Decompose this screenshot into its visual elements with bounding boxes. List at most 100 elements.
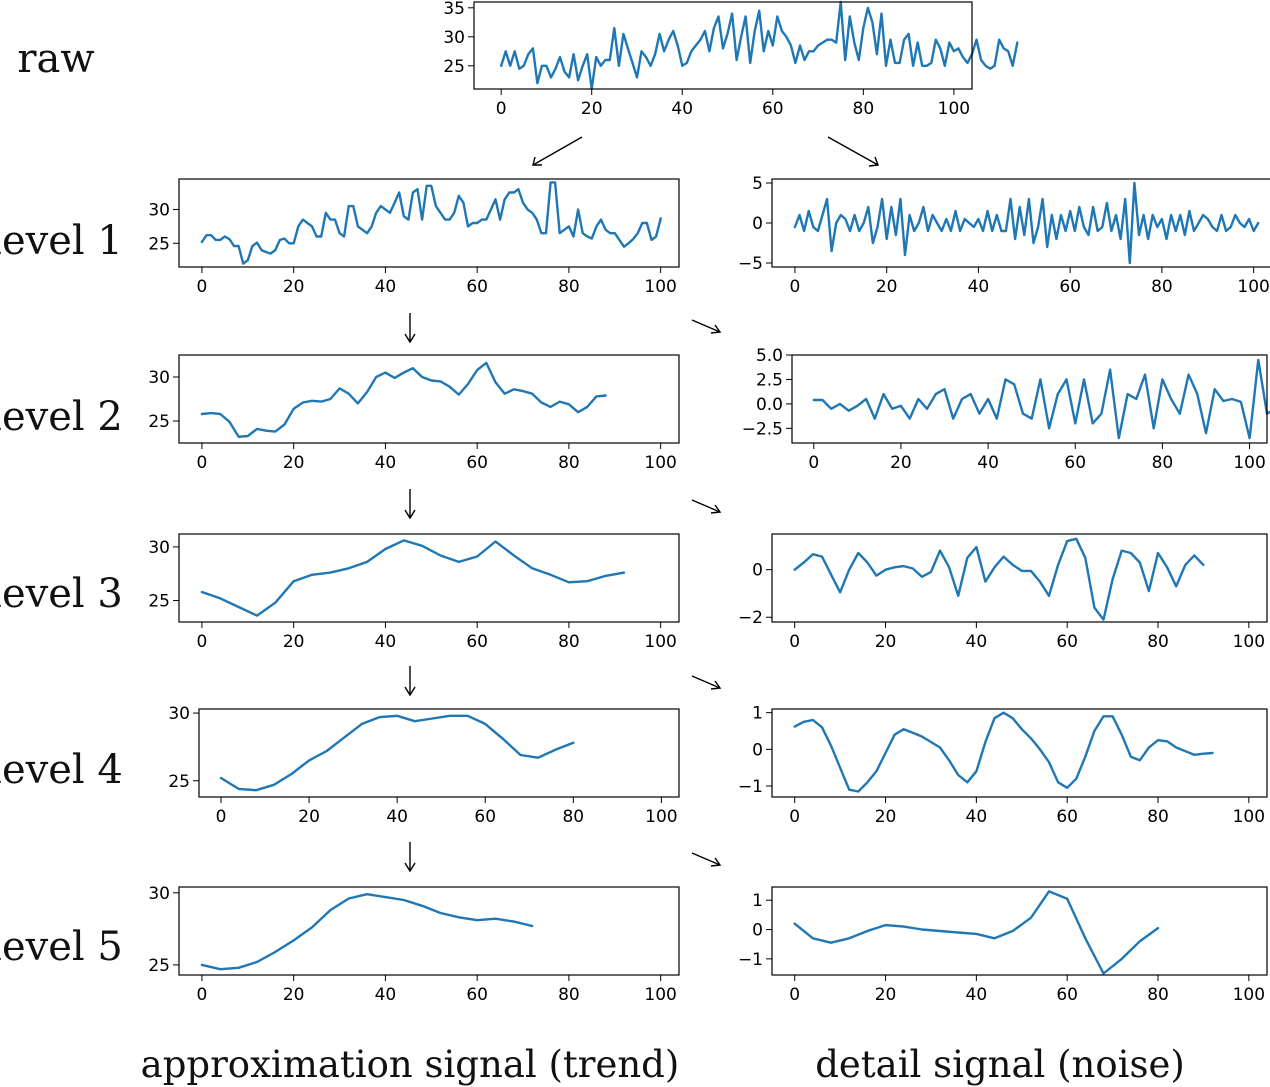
arrow-diag-level-4-head: [710, 857, 722, 867]
x-tick-label: 60: [466, 985, 488, 1005]
column-title-trend: approximation signal (trend): [141, 1043, 680, 1086]
x-tick-label: 100: [1233, 632, 1265, 652]
x-tick-label: 60: [1056, 632, 1078, 652]
arrow-diag-level-4: [691, 852, 721, 866]
x-tick-label: 20: [876, 277, 898, 297]
x-tick-label: 20: [890, 453, 912, 473]
x-tick-label: 0: [216, 807, 227, 827]
column-titles: approximation signal (trend) detail sign…: [141, 1043, 1185, 1086]
plot-frame-trend-5: [178, 886, 680, 976]
plot-frame-noise-5: [771, 886, 1268, 976]
x-tick-label: 20: [875, 632, 897, 652]
x-tick-label: 0: [496, 99, 507, 119]
x-tick-label: 60: [466, 632, 488, 652]
series-line-trend-5: [200, 893, 534, 971]
x-tick-label: 40: [966, 985, 988, 1005]
x-tick-label: 20: [875, 985, 897, 1005]
x-tick-label: 20: [581, 99, 603, 119]
arrow-raw-to-noise: [827, 136, 879, 166]
x-tick-label: 80: [1147, 807, 1169, 827]
x-tick-label: 80: [1147, 985, 1169, 1005]
y-tick-label: 2.5: [756, 370, 783, 390]
panel-trend-3: 0 20 40 60 80 100 25 30: [148, 533, 680, 652]
series-line-noise-1: [793, 181, 1260, 265]
y-tick-label: 25: [168, 772, 190, 792]
plot-frame-trend-3: [178, 533, 680, 623]
x-tick-label: 0: [790, 277, 801, 297]
row-label-level-1: level 1: [0, 218, 123, 264]
plot-frame-noise-2: [791, 354, 1268, 444]
x-tick-label: 0: [197, 632, 208, 652]
arrow-down-level-2-head: [404, 509, 416, 520]
x-tick-label: 100: [1233, 453, 1265, 473]
x-tick-label: 80: [558, 632, 580, 652]
series-line-noise-4: [793, 711, 1214, 793]
plot-frame-trend-1: [178, 178, 680, 268]
x-tick-label: 100: [1237, 277, 1269, 297]
x-tick-label: 0: [789, 985, 800, 1005]
x-tick-label: 40: [375, 277, 397, 297]
arrow-diag-level-3: [691, 675, 721, 689]
row-labels: raw level 1 level 2 level 3 level 4 leve…: [0, 36, 123, 970]
y-tick-label: 25: [148, 234, 170, 254]
x-tick-label: 0: [197, 985, 208, 1005]
x-tick-label: 60: [1059, 277, 1081, 297]
x-tick-label: 20: [283, 632, 305, 652]
x-tick-label: 40: [671, 99, 693, 119]
y-tick-label: 0: [752, 921, 763, 941]
y-tick-label: −2.5: [742, 419, 783, 439]
x-tick-label: 80: [1151, 277, 1173, 297]
x-tick-label: 100: [644, 277, 676, 297]
panel-trend-5: 0 20 40 60 80 100 25 30: [148, 884, 680, 1005]
panel-trend-1: 0 20 40 60 80 100 25 30: [148, 178, 680, 297]
y-tick-label: 0.0: [756, 395, 783, 415]
x-tick-label: 100: [645, 807, 677, 827]
x-tick-label: 60: [1064, 453, 1086, 473]
x-tick-label: 80: [1147, 632, 1169, 652]
row-label-level-3: level 3: [0, 571, 123, 617]
x-tick-label: 20: [298, 807, 320, 827]
series-line-trend-2: [200, 361, 607, 438]
x-tick-label: 80: [1152, 453, 1174, 473]
arrow-diag-level-1-head: [710, 324, 722, 334]
x-tick-label: 0: [789, 632, 800, 652]
y-tick-label: 30: [148, 200, 170, 220]
x-tick-label: 100: [938, 99, 970, 119]
y-tick-label: 25: [148, 956, 170, 976]
x-tick-label: 80: [558, 453, 580, 473]
x-tick-label: 60: [1056, 807, 1078, 827]
x-tick-label: 40: [375, 632, 397, 652]
y-tick-label: 1: [752, 704, 763, 724]
row-label-level-4: level 4: [0, 747, 123, 793]
x-tick-label: 100: [644, 453, 676, 473]
arrow-raw-to-trend: [532, 136, 583, 166]
y-tick-label: 0: [752, 561, 763, 581]
x-tick-label: 20: [283, 985, 305, 1005]
x-tick-label: 20: [283, 277, 305, 297]
y-tick-label: −2: [738, 608, 763, 628]
row-label-level-5: level 5: [0, 924, 123, 970]
panel-noise-3: 0 20 40 60 80 100 −2 0: [738, 533, 1268, 652]
x-tick-label: 40: [386, 807, 408, 827]
y-tick-label: 1: [752, 891, 763, 911]
arrow-down-level-3-head: [404, 686, 416, 697]
series-line-noise-2: [812, 358, 1270, 440]
x-tick-label: 40: [375, 985, 397, 1005]
y-tick-label: −1: [738, 777, 763, 797]
x-tick-label: 100: [1233, 807, 1265, 827]
x-tick-label: 40: [966, 807, 988, 827]
x-tick-label: 60: [1056, 985, 1078, 1005]
series-line-noise-3: [793, 537, 1205, 621]
arrow-diag-level-2-head: [710, 504, 722, 514]
x-tick-label: 80: [853, 99, 875, 119]
plot-frame-noise-3: [771, 533, 1268, 623]
x-tick-label: 0: [197, 453, 208, 473]
y-tick-label: 5: [752, 174, 763, 194]
arrow-raw-to-noise-head: [868, 156, 879, 167]
x-tick-label: 60: [762, 99, 784, 119]
panel-trend-2: 0 20 40 60 80 100 25 30: [148, 354, 680, 473]
series-line-trend-3: [200, 539, 626, 617]
y-tick-label: 30: [148, 884, 170, 904]
